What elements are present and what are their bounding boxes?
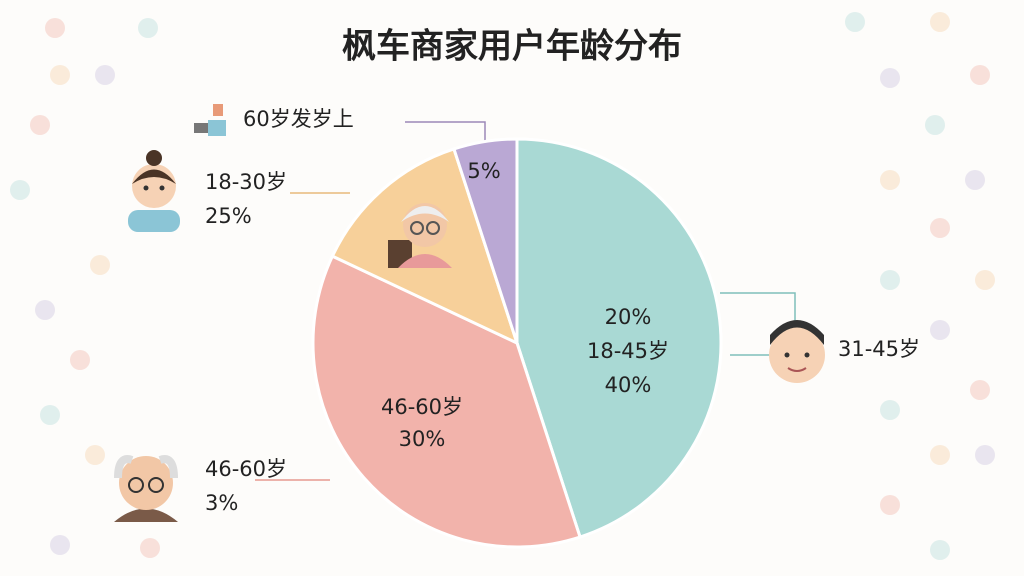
pie [311, 137, 723, 549]
dot [970, 380, 990, 400]
background-dots [10, 12, 995, 560]
labels: 20% 18-45岁 40% 46-60岁 30% 5% 31-45岁 46-60岁 3% 18-… [205, 107, 920, 515]
pie-slice [311, 254, 582, 549]
slice-label: 40% [605, 373, 652, 397]
dot [880, 170, 900, 190]
dot [35, 300, 55, 320]
dot [138, 18, 158, 38]
dot [30, 115, 50, 135]
pie-slice [515, 137, 723, 539]
dot [95, 65, 115, 85]
avatars [114, 104, 825, 522]
dot [10, 180, 30, 200]
callout-label: 31-45岁 [838, 337, 920, 361]
dot [975, 270, 995, 290]
dot [880, 495, 900, 515]
dot [45, 18, 65, 38]
slice-label: 30% [399, 427, 446, 451]
dot [50, 535, 70, 555]
avatar-old-man [114, 455, 178, 522]
dot [930, 445, 950, 465]
dot [930, 12, 950, 32]
callout-label: 60岁发岁上 [243, 107, 354, 131]
slice-label: 5% [467, 159, 500, 183]
dot [70, 350, 90, 370]
avatar-woman [128, 150, 180, 232]
dot [50, 65, 70, 85]
slice-label: 18-45岁 [587, 339, 669, 363]
callout-label: 25% [205, 204, 252, 228]
dot [880, 400, 900, 420]
dot [90, 255, 110, 275]
icon-small [194, 104, 226, 136]
avatar-grandma [388, 203, 452, 268]
dot [880, 68, 900, 88]
callout-label: 46-60岁 [205, 457, 287, 481]
dot [140, 538, 160, 558]
dot [930, 218, 950, 238]
pie-slice [452, 137, 519, 344]
dot [930, 540, 950, 560]
dot [40, 405, 60, 425]
dot [970, 65, 990, 85]
dot [930, 320, 950, 340]
dot [925, 115, 945, 135]
dot [965, 170, 985, 190]
dot [845, 12, 865, 32]
slice-label: 20% [605, 305, 652, 329]
slice-label: 46-60岁 [381, 395, 463, 419]
avatar-young-man [769, 320, 825, 383]
callout-label: 3% [205, 491, 238, 515]
dot [975, 445, 995, 465]
dot [85, 445, 105, 465]
callout-label: 18-30岁 [205, 170, 287, 194]
dot [880, 270, 900, 290]
chart-title: 枫车商家用户年龄分布 [342, 27, 682, 67]
